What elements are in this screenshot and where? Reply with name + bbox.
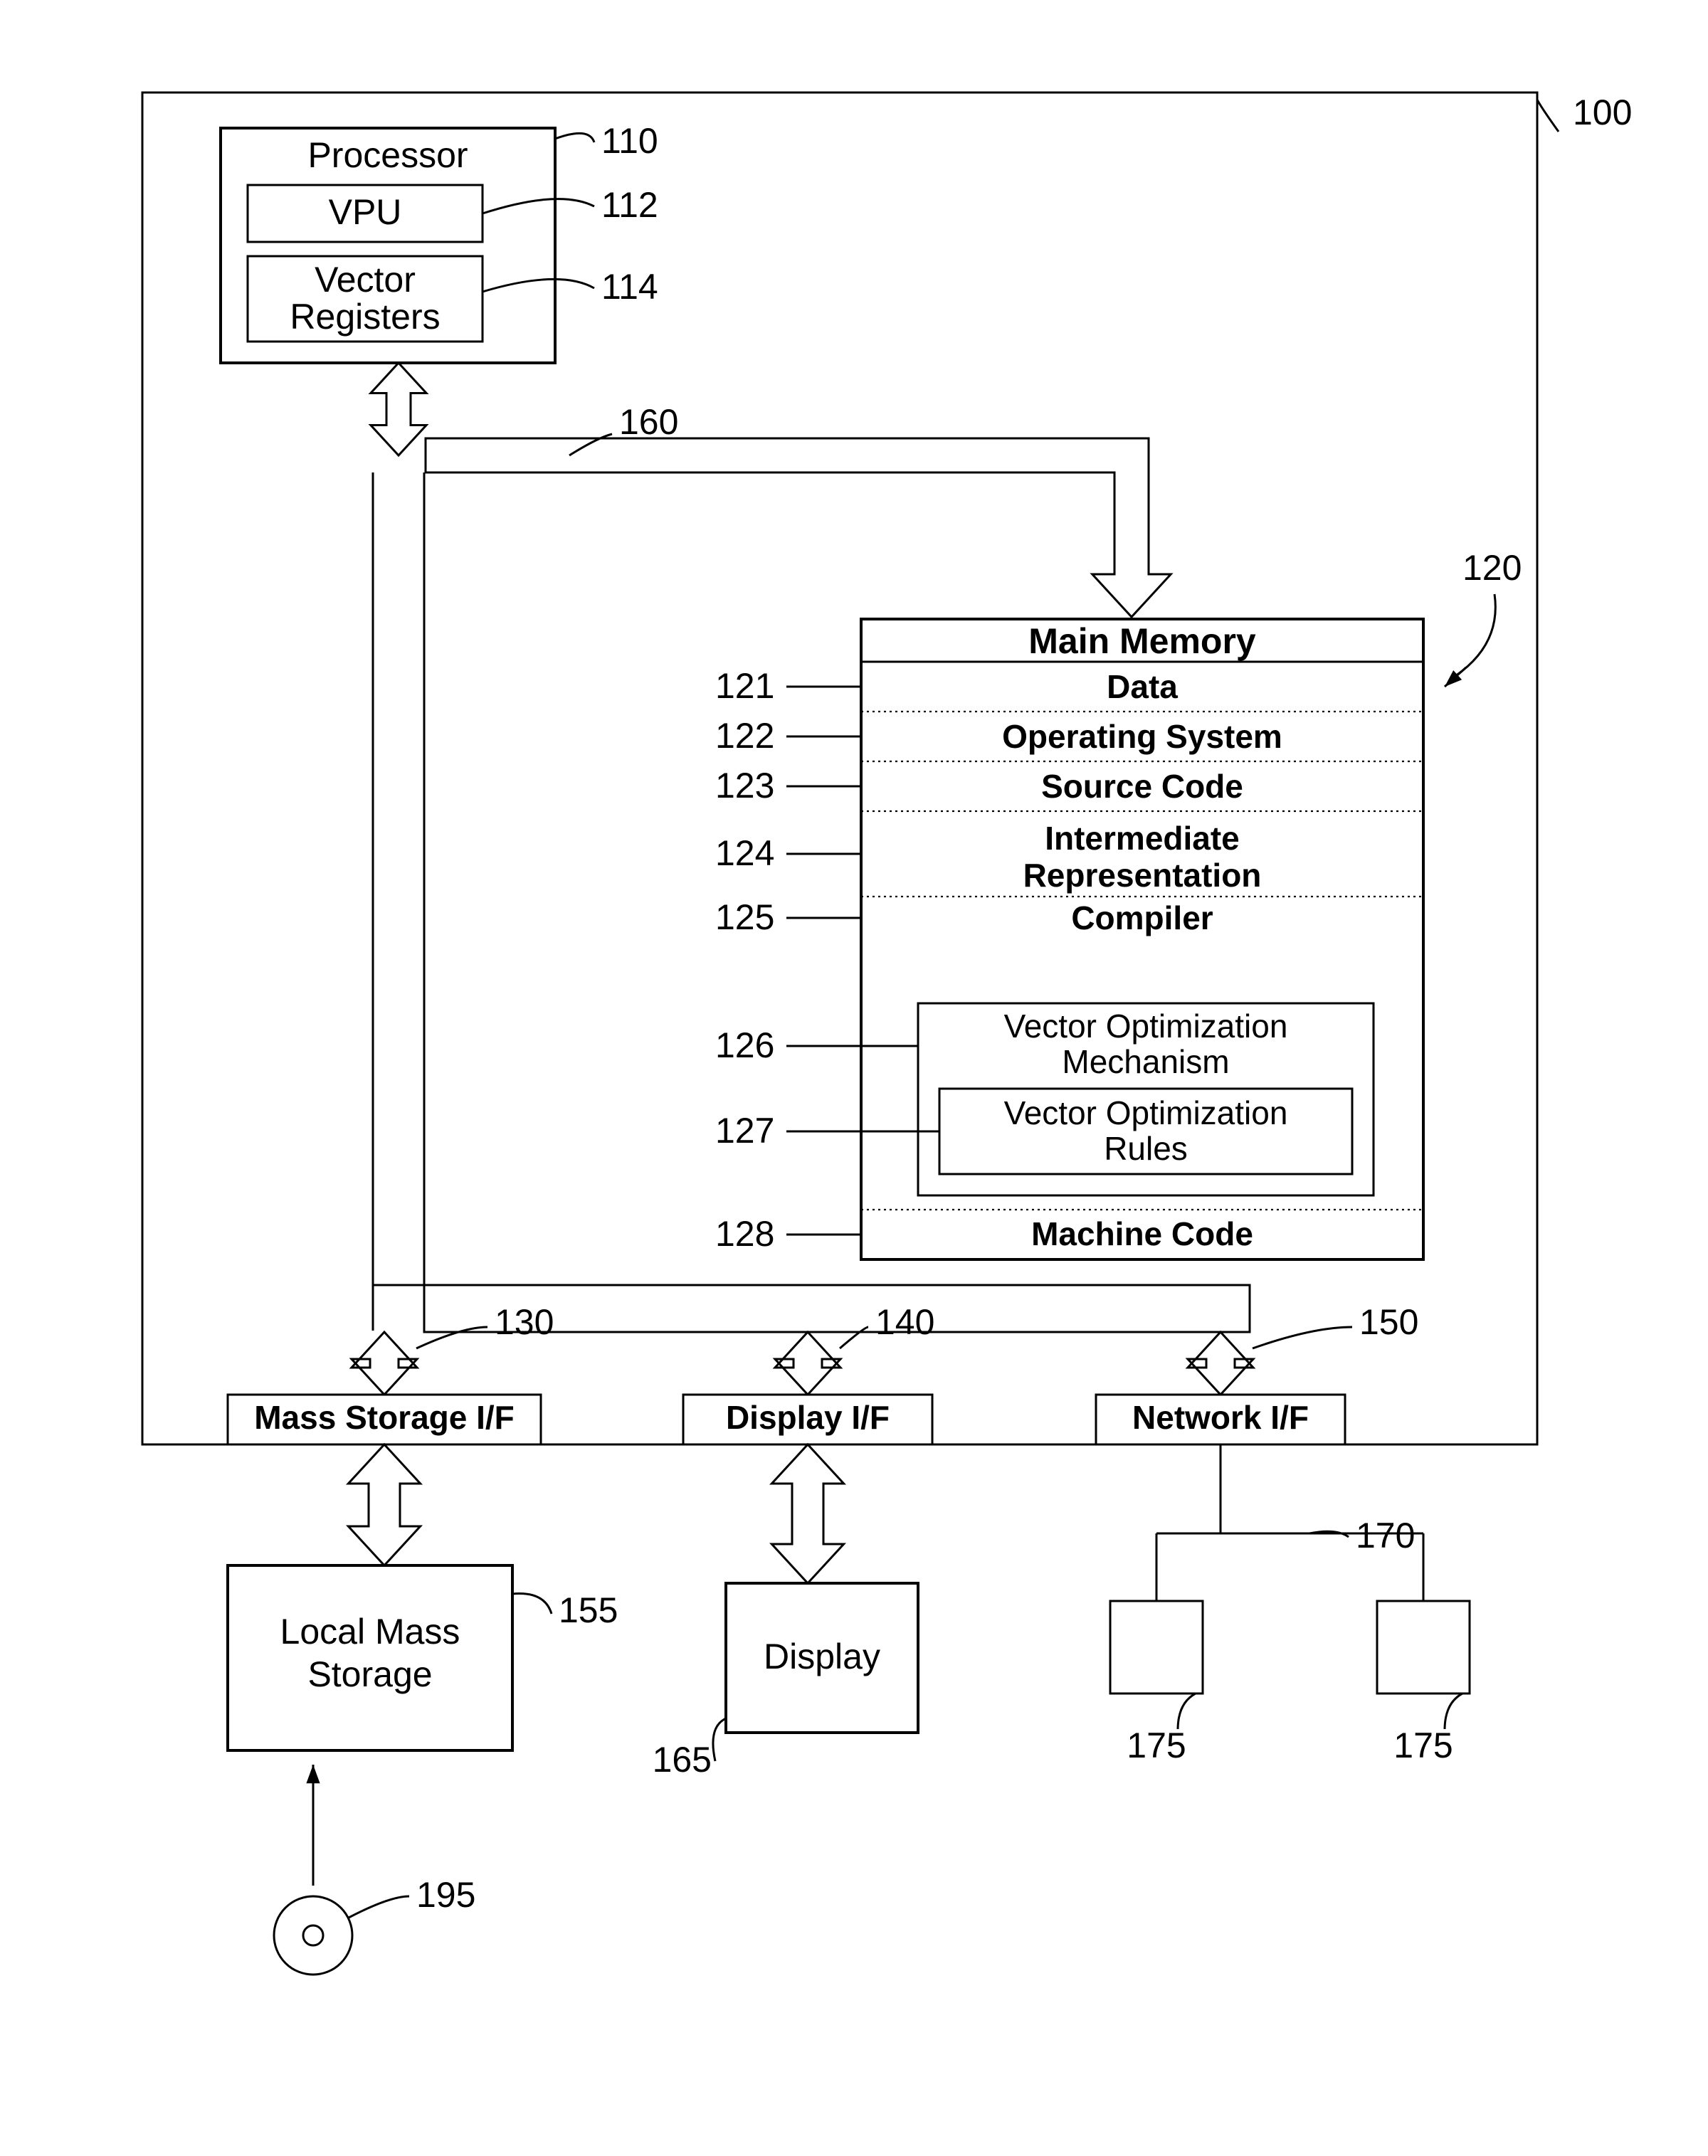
main-memory-title: Main Memory [1028,621,1256,661]
svg-text:Storage: Storage [307,1654,432,1694]
label-128: 128 [715,1214,774,1254]
label-122: 122 [715,716,774,756]
svg-text:Vector Optimization: Vector Optimization [1004,1094,1288,1131]
label-114: 114 [601,267,658,307]
svg-text:Display I/F: Display I/F [726,1399,890,1436]
svg-text:Mechanism: Mechanism [1062,1043,1229,1080]
svg-text:140: 140 [875,1302,934,1342]
svg-text:175: 175 [1127,1726,1186,1765]
processor-title: Processor [307,135,468,175]
svg-text:Vector Optimization: Vector Optimization [1004,1008,1288,1045]
svg-text:Network I/F: Network I/F [1132,1399,1309,1436]
label-124: 124 [715,833,774,873]
label-110: 110 [601,121,658,161]
svg-text:175: 175 [1393,1726,1453,1765]
network-node-2 [1377,1601,1470,1693]
svg-text:Rules: Rules [1104,1130,1188,1167]
label-127: 127 [715,1111,774,1151]
svg-text:165: 165 [653,1740,712,1780]
svg-text:Source Code: Source Code [1041,768,1243,805]
svg-text:Machine Code: Machine Code [1031,1215,1253,1252]
label-126: 126 [715,1025,774,1065]
svg-text:Local Mass: Local Mass [280,1612,460,1652]
svg-text:155: 155 [559,1590,618,1630]
svg-text:Intermediate: Intermediate [1045,820,1240,857]
vpu-label: VPU [329,192,402,232]
label-195: 195 [416,1875,475,1915]
svg-text:Registers: Registers [290,297,440,337]
svg-text:Vector: Vector [315,260,416,300]
label-121: 121 [715,666,774,706]
svg-text:Compiler: Compiler [1071,899,1213,936]
svg-text:Operating System: Operating System [1002,718,1282,755]
leader-100 [1537,100,1559,132]
svg-text:160: 160 [619,402,678,442]
svg-text:150: 150 [1359,1302,1418,1342]
label-125: 125 [715,897,774,937]
label-112: 112 [601,185,658,225]
svg-text:Data: Data [1107,668,1178,705]
svg-text:Representation: Representation [1023,857,1262,894]
svg-text:Mass Storage I/F: Mass Storage I/F [254,1399,515,1436]
svg-text:Display: Display [764,1637,880,1676]
svg-text:130: 130 [495,1302,554,1342]
label-120: 120 [1462,548,1522,588]
svg-text:170: 170 [1356,1516,1415,1555]
label-100: 100 [1573,93,1632,132]
label-123: 123 [715,766,774,805]
network-node-1 [1110,1601,1203,1693]
